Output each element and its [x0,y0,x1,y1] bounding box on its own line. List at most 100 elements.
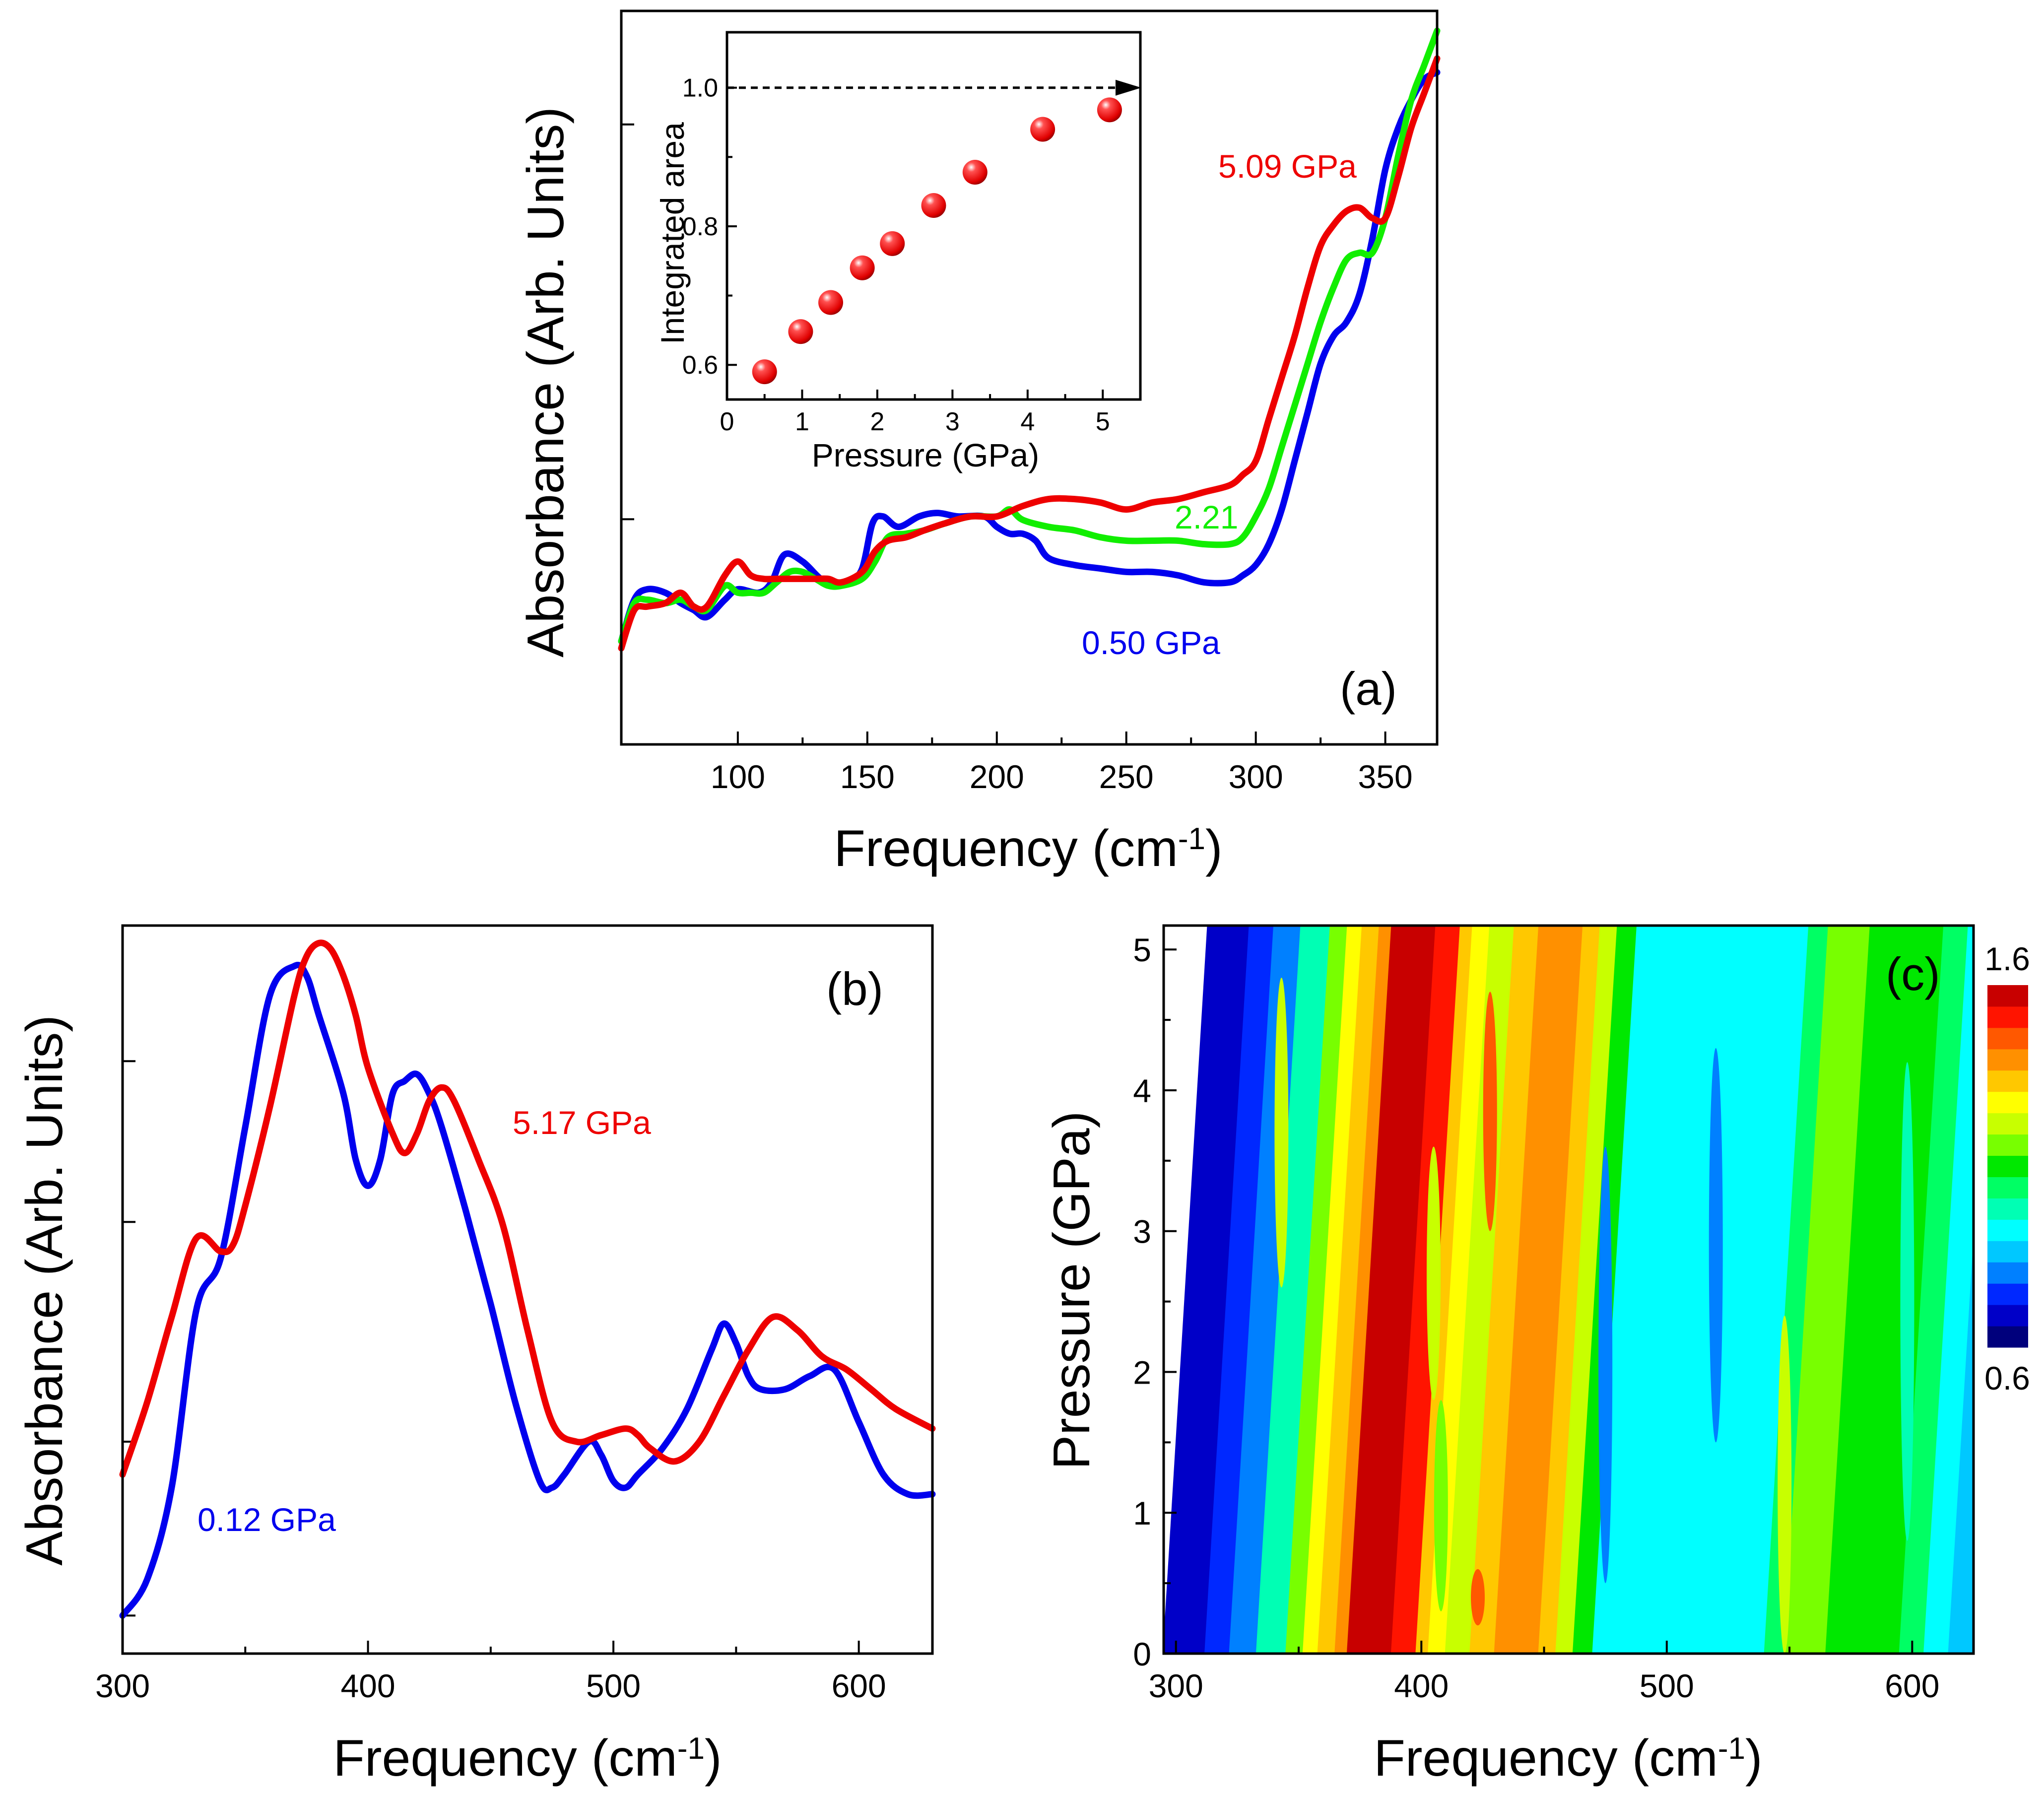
colorbar-level [1987,1091,2028,1114]
inset-point [788,319,813,344]
panel-c-xtick-label: 600 [1885,1667,1939,1704]
colorbar [1987,985,2028,1348]
panel-b: 300 400 500 600 (b) 5.17 GPa 0.12 GPa Absor… [16,924,936,1787]
panel-a-ylabel: Absorbance (Arb. Units) [517,107,575,658]
label-0-12-gpa: 0.12 GPa [198,1501,336,1538]
contour-lobe [1778,1315,1792,1654]
contour-band [1899,926,1970,1654]
contour-band [1390,926,1462,1654]
inset-point [752,359,777,385]
panel-a-xtick-label: 100 [711,758,765,795]
inset-ylabel: Integrated area [654,122,691,344]
colorbar-level [1987,1006,2028,1028]
colorbar-level [1987,1134,2028,1156]
panel-a-xtick-label: 300 [1229,758,1283,795]
panel-c-ytick-label: 1 [1133,1495,1151,1531]
inset-xtick-label: 0 [720,407,734,436]
contour-band [1204,926,1276,1654]
panel-c-xtick-label: 300 [1149,1667,1203,1704]
panel-b-label: (b) [826,963,883,1015]
inset-xlabel: Pressure (GPa) [812,437,1039,473]
inset-point [850,255,875,280]
panel-a-xlabel: Frequency (cm-1) [834,820,1222,877]
contour-lobe [1434,1400,1448,1611]
panel-c-ytick-label: 2 [1133,1354,1151,1391]
contour-lobe [1483,992,1497,1231]
colorbar-level [1987,1027,2028,1050]
panel-c-ytick-label: 0 [1133,1636,1151,1672]
contour-band [1800,926,1872,1654]
panel-c-frame [1162,924,1975,1655]
inset-point [962,160,988,185]
inset-xtick-label: 3 [945,407,960,436]
colorbar-level [1987,1070,2028,1092]
panel-a-label: (a) [1340,663,1397,715]
contour-band [1182,926,1251,1654]
panel-c: 300 400 500 600 0 1 2 3 4 5 (c) 1.6 0.6 Pressure … [1043,924,2030,1787]
colorbar-min-label: 0.6 [1984,1360,2030,1397]
contour-lobe [1900,1062,1914,1541]
colorbar-level [1987,1113,2028,1135]
panel-c-ytick-label: 5 [1133,932,1151,968]
panel-b-ticks: 300 400 500 600 [95,1060,886,1704]
panel-b-frame [121,924,934,1655]
contour-band [1494,926,1565,1654]
inset-ytick-label: 0.6 [682,351,718,380]
colorbar-level [1987,1305,2028,1327]
panel-c-label: (c) [1886,948,1940,1000]
inset-plot: 0 1 2 3 4 5 0.6 0.8 1.0 Integrated area Pressure… [654,31,1142,473]
contour-band [1164,926,1229,1654]
colorbar-level [1987,1326,2028,1348]
contour-band [1302,926,1364,1654]
panel-c-ticks: 300 400 500 600 0 1 2 3 4 5 [1133,932,1939,1704]
panel-b-ylabel: Absorbance (Arb. Units) [16,1015,73,1566]
colorbar-level [1987,985,2028,1007]
panel-c-xtick-label: 400 [1394,1667,1449,1704]
inset-points [752,97,1122,385]
label-2-21: 2.21 [1175,499,1238,535]
inset-frame [725,31,1142,401]
inset-arrowhead [1116,79,1141,96]
panel-c-contour-map [1164,926,1974,1654]
panel-a-curves [618,27,1441,652]
panel-b-xtick-label: 500 [586,1667,641,1704]
panel-c-xlabel: Frequency (cm-1) [1374,1730,1762,1787]
contour-band [1538,926,1602,1654]
contour-lobe [1427,1146,1441,1400]
contour-band [1255,926,1332,1654]
panel-a-xtick-label: 250 [1099,758,1154,795]
colorbar-level [1987,1241,2028,1263]
contour-band [1739,926,1811,1654]
series-line-5-09-gpa [618,55,1441,652]
inset-point [1030,117,1055,142]
panel-b-xtick-label: 600 [832,1667,886,1704]
contour-band [1555,926,1619,1654]
contour-band [1285,926,1349,1654]
contour-band [1334,926,1393,1654]
colorbar-level [1987,1262,2028,1284]
panel-c-xtick-label: 500 [1640,1667,1694,1704]
contour-band [1445,926,1516,1654]
contour-band [1825,926,1909,1654]
series-line-2-21 [618,27,1441,645]
inset-point [921,193,946,218]
panel-b-xtick-label: 300 [95,1667,150,1704]
series-line-5-17-gpa [119,939,936,1478]
label-5-09-gpa: 5.09 GPa [1218,148,1357,185]
label-5-17-gpa: 5.17 GPa [513,1104,651,1141]
contour-lobe [1471,1569,1485,1626]
colorbar-level [1987,1177,2028,1198]
panel-a-xtick-label: 200 [970,758,1024,795]
series-line-0-12-gpa [119,962,936,1619]
contour-band [1366,926,1438,1654]
colorbar-level [1987,1283,2028,1305]
inset-ytick-label: 0.8 [682,212,718,241]
inset-point [1097,97,1122,123]
panel-a-xtick-label: 350 [1358,758,1413,795]
contour-band [1518,926,1585,1654]
contour-band [1948,1235,1974,1654]
panel-b-xtick-label: 400 [340,1667,395,1704]
inset-xtick-label: 2 [870,407,884,436]
contour-band [1317,926,1381,1654]
inset-ticks: 0 1 2 3 4 5 0.6 0.8 1.0 [682,74,1141,436]
